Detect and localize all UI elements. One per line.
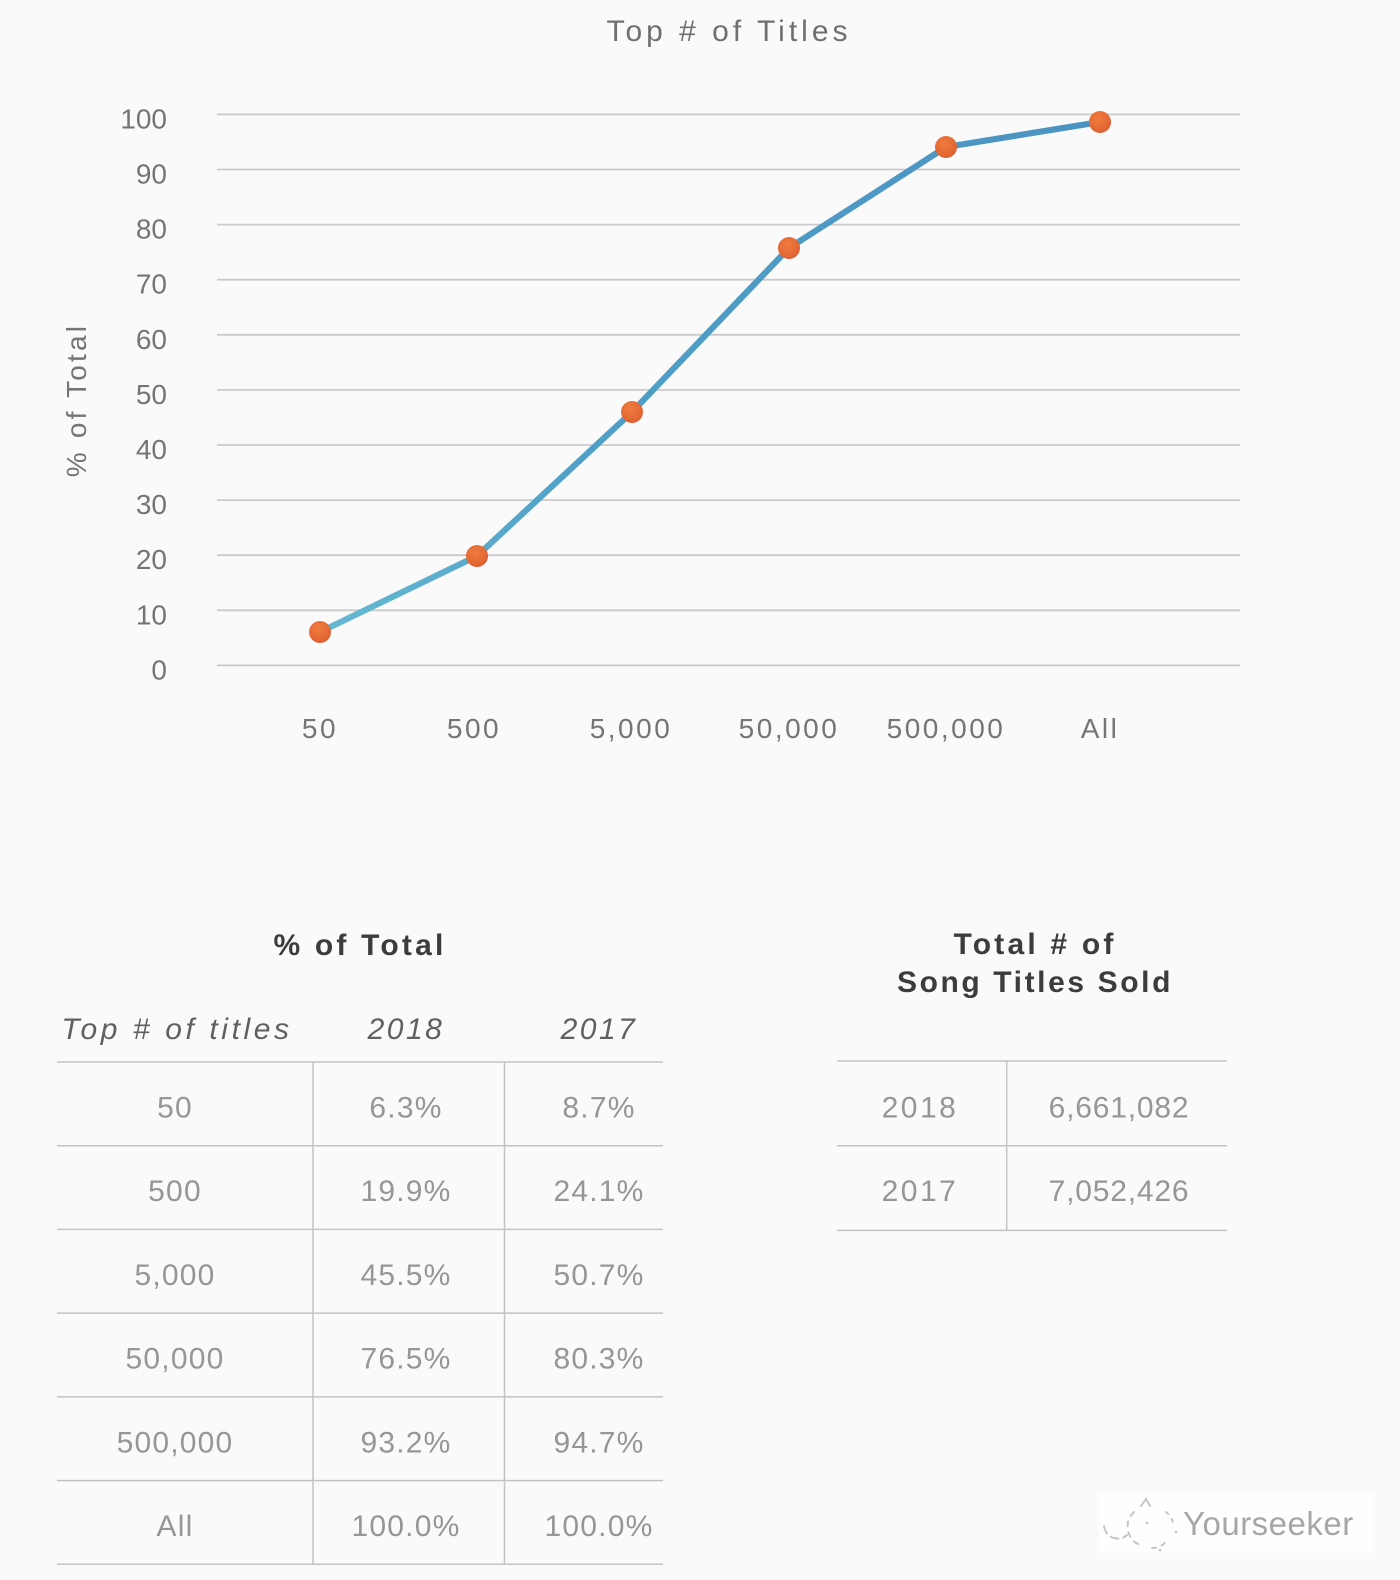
svg-text:Song Titles Sold: Song Titles Sold	[897, 966, 1173, 999]
svg-text:40: 40	[136, 434, 167, 465]
svg-text:50: 50	[136, 379, 167, 410]
svg-text:100.0%: 100.0%	[352, 1510, 461, 1543]
svg-text:60: 60	[136, 324, 167, 355]
svg-text:Top # of Titles: Top # of Titles	[606, 15, 851, 48]
svg-text:2018: 2018	[367, 1013, 445, 1046]
svg-text:50: 50	[302, 713, 338, 744]
svg-text:50,000: 50,000	[126, 1343, 225, 1376]
svg-text:500: 500	[447, 713, 501, 744]
svg-text:80.3%: 80.3%	[553, 1343, 644, 1376]
svg-text:6,661,082: 6,661,082	[1049, 1091, 1190, 1124]
svg-text:10: 10	[136, 599, 167, 630]
svg-text:20: 20	[136, 544, 167, 575]
svg-text:76.5%: 76.5%	[360, 1343, 451, 1376]
svg-text:Total # of: Total # of	[953, 928, 1116, 961]
svg-text:Top # of titles: Top # of titles	[61, 1013, 292, 1046]
svg-text:93.2%: 93.2%	[360, 1426, 451, 1459]
svg-text:94.7%: 94.7%	[553, 1426, 644, 1459]
svg-text:% of Total: % of Total	[273, 929, 446, 962]
svg-text:All: All	[1081, 713, 1120, 744]
svg-text:500,000: 500,000	[887, 713, 1006, 744]
svg-text:100.0%: 100.0%	[545, 1510, 654, 1543]
svg-text:45.5%: 45.5%	[360, 1259, 451, 1292]
svg-text:70: 70	[136, 269, 167, 300]
svg-text:2017: 2017	[882, 1175, 959, 1208]
svg-text:500: 500	[148, 1175, 202, 1208]
svg-text:% of Total: % of Total	[61, 323, 92, 477]
svg-text:5,000: 5,000	[590, 713, 673, 744]
svg-text:50.7%: 50.7%	[553, 1259, 644, 1292]
svg-text:All: All	[157, 1510, 194, 1543]
svg-text:30: 30	[136, 489, 167, 520]
svg-text:90: 90	[136, 159, 167, 190]
svg-text:8.7%: 8.7%	[562, 1091, 635, 1124]
svg-text:100: 100	[120, 103, 167, 134]
svg-text:19.9%: 19.9%	[360, 1175, 451, 1208]
svg-text:80: 80	[136, 214, 167, 245]
svg-text:500,000: 500,000	[117, 1426, 234, 1459]
svg-text:2018: 2018	[882, 1091, 959, 1124]
svg-text:0: 0	[151, 654, 167, 685]
svg-text:6.3%: 6.3%	[369, 1091, 442, 1124]
svg-text:7,052,426: 7,052,426	[1049, 1175, 1190, 1208]
svg-text:50: 50	[157, 1091, 193, 1124]
svg-text:2017: 2017	[560, 1013, 638, 1046]
svg-text:50,000: 50,000	[739, 713, 840, 744]
svg-text:5,000: 5,000	[134, 1259, 215, 1292]
svg-text:24.1%: 24.1%	[553, 1175, 644, 1208]
svg-text:Yourseeker: Yourseeker	[1183, 1505, 1354, 1542]
